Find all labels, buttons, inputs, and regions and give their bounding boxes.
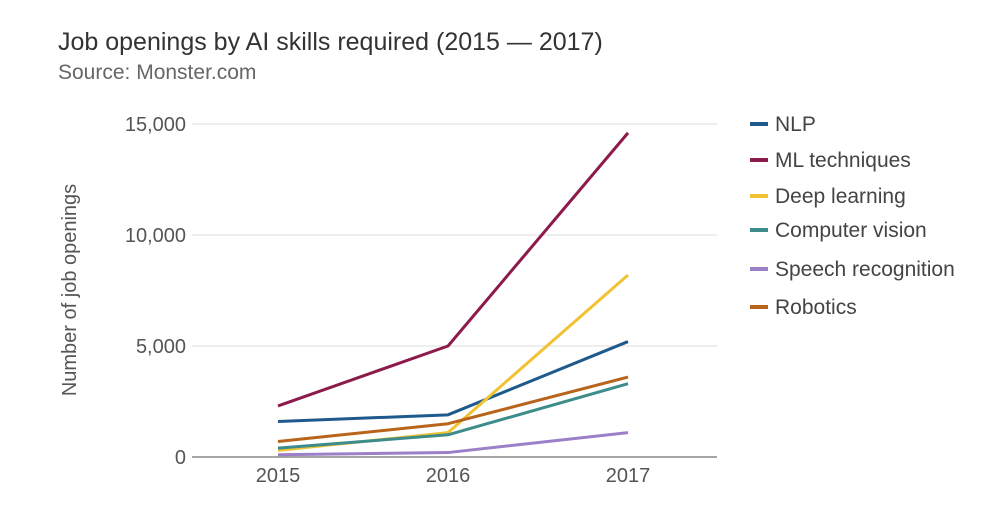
chart-subtitle: Source: Monster.com (58, 61, 257, 84)
gridlines (192, 123, 717, 458)
x-tick-label: 2017 (606, 465, 651, 487)
legend-item: NLP (750, 113, 816, 136)
legend-item: ML techniques (750, 149, 911, 172)
series-line-speech-recognition (277, 431, 629, 457)
legend-label: NLP (775, 113, 816, 136)
legend-label: Speech recognition (775, 258, 955, 281)
series-line-ml-techniques (277, 131, 630, 408)
series-lines (277, 131, 630, 457)
legend-label: Deep learning (775, 185, 906, 208)
legend: NLP ML techniques Deep learning Computer vi… (750, 113, 955, 319)
legend-label: Computer vision (775, 219, 927, 242)
y-tick-label: 0 (175, 447, 186, 469)
y-tick-label: 15,000 (125, 114, 186, 136)
x-tick-label: 2016 (426, 465, 471, 487)
x-axis-ticks: 2015 2016 2017 (256, 465, 651, 487)
legend-item: Deep learning (750, 185, 906, 208)
legend-label: Robotics (775, 296, 857, 319)
legend-item: Computer vision (750, 219, 927, 242)
legend-item: Robotics (750, 296, 857, 319)
series-line-nlp (277, 340, 629, 423)
chart-title: Job openings by AI skills required (2015… (58, 28, 603, 56)
y-tick-label: 5,000 (136, 336, 186, 358)
legend-label: ML techniques (775, 149, 911, 172)
y-axis-ticks: 0 5,000 10,000 15,000 (125, 114, 186, 469)
legend-item: Speech recognition (750, 258, 955, 281)
y-axis-label: Number of job openings (59, 184, 81, 396)
series-line-computer-vision (277, 382, 629, 450)
series-line-robotics (277, 375, 629, 443)
x-tick-label: 2015 (256, 465, 301, 487)
y-tick-label: 10,000 (125, 225, 186, 247)
